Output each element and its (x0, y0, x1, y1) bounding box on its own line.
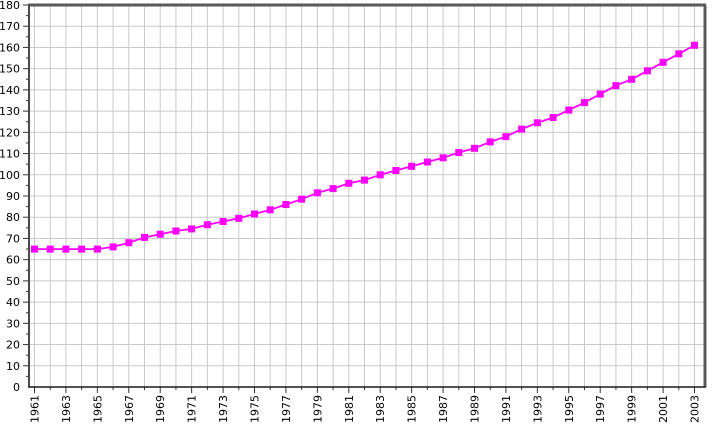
data-point-marker (313, 189, 321, 197)
y-axis-label: 120 (0, 126, 20, 139)
y-axis-label: 180 (0, 0, 20, 12)
x-axis-label: 1977 (280, 395, 293, 423)
y-axis-label: 10 (6, 360, 20, 373)
x-axis-label: 1979 (311, 395, 324, 423)
x-axis-label: 1975 (249, 395, 262, 423)
y-axis-label: 80 (6, 211, 20, 224)
x-axis-label: 1983 (374, 395, 387, 423)
data-point-marker (172, 227, 180, 235)
data-point-marker (392, 167, 400, 174)
data-point-marker (251, 210, 258, 218)
data-point-marker (361, 176, 368, 184)
x-axis-label: 1973 (217, 395, 230, 423)
y-axis-label: 110 (0, 148, 20, 161)
x-axis-label: 1987 (437, 395, 450, 423)
data-point-marker (219, 218, 227, 225)
data-point-marker (471, 144, 478, 152)
x-axis-label: 2001 (657, 395, 670, 423)
data-point-marker (266, 206, 274, 214)
x-axis-label: 1991 (500, 395, 513, 423)
data-point-marker (188, 225, 196, 233)
y-axis-label: 150 (0, 63, 20, 76)
data-point-marker (643, 67, 651, 75)
data-point-marker (282, 201, 290, 208)
data-point-marker (565, 106, 573, 114)
y-axis-label: 70 (6, 232, 20, 245)
data-point-marker (329, 185, 337, 193)
y-axis-label: 170 (0, 20, 20, 33)
x-axis-label: 1989 (469, 395, 482, 423)
x-axis-label: 1961 (29, 395, 42, 423)
y-axis-label: 0 (13, 381, 20, 394)
data-point-marker (455, 149, 463, 156)
data-point-marker (93, 245, 101, 253)
y-axis-label: 130 (0, 105, 20, 118)
y-axis-label: 100 (0, 169, 20, 182)
x-axis-label: 1995 (563, 395, 576, 423)
x-axis-label: 1997 (594, 395, 607, 423)
y-axis-label: 160 (0, 41, 20, 54)
data-point-marker (156, 230, 164, 238)
data-point-marker (31, 245, 38, 253)
data-point-marker (612, 82, 620, 90)
x-axis-label: 1993 (531, 395, 544, 423)
y-axis-label: 140 (0, 84, 20, 97)
data-point-marker (141, 233, 148, 241)
data-point-marker (549, 114, 557, 121)
data-point-marker (439, 154, 447, 162)
data-point-marker (581, 99, 588, 107)
x-axis-label: 1963 (60, 395, 73, 423)
data-point-marker (675, 50, 683, 58)
x-axis-label: 2003 (689, 395, 702, 423)
x-axis-label: 1985 (406, 395, 419, 423)
data-point-marker (502, 133, 510, 141)
data-point-marker (408, 162, 416, 170)
y-axis-label: 60 (6, 254, 20, 267)
x-axis-label: 1967 (123, 395, 136, 423)
x-axis-label: 1971 (186, 395, 199, 423)
data-point-marker (659, 58, 667, 66)
x-axis-label: 1969 (154, 395, 167, 423)
data-point-marker (423, 158, 431, 166)
data-point-marker (46, 245, 54, 253)
x-axis-label: 1999 (626, 395, 639, 423)
data-point-marker (596, 90, 604, 98)
data-point-marker (345, 179, 353, 187)
y-axis-label: 40 (6, 296, 20, 309)
data-point-marker (533, 119, 541, 127)
y-axis-label: 50 (6, 275, 20, 288)
data-point-marker (235, 214, 243, 222)
data-point-marker (691, 41, 698, 49)
y-axis-label: 30 (6, 317, 20, 330)
data-point-marker (518, 125, 526, 133)
data-point-marker (628, 75, 636, 83)
data-point-marker (62, 245, 70, 253)
data-point-marker (203, 221, 211, 229)
y-axis-label: 20 (6, 339, 20, 352)
data-point-marker (486, 138, 494, 146)
x-axis-label: 1981 (343, 395, 356, 423)
data-point-marker (109, 243, 117, 251)
data-point-marker (125, 239, 133, 247)
x-axis-label: 1965 (91, 395, 104, 423)
y-axis-label: 90 (6, 190, 20, 203)
data-point-marker (78, 245, 86, 253)
data-point-marker (298, 195, 306, 203)
data-point-marker (376, 171, 384, 179)
